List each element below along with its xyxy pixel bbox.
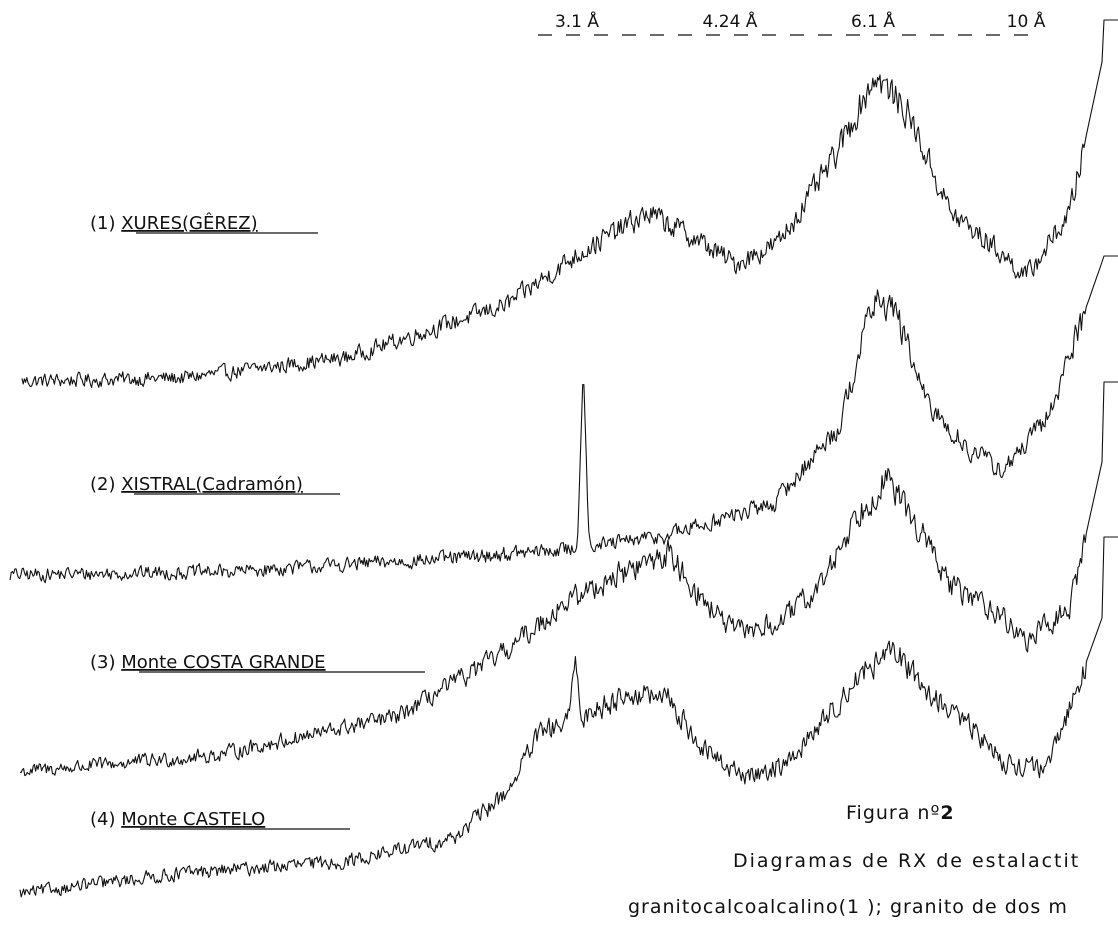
sample-label: (3) Monte COSTA GRANDE	[90, 652, 326, 673]
sample-label: (1) XURES(GÊREZ)	[90, 212, 258, 234]
marker-label: 3.1 Å	[555, 10, 599, 32]
d-spacing-markers: 3.1 Å 4.24 Å 6.1 Å 10 Å	[538, 10, 1046, 36]
sample-labels: (1) XURES(GÊREZ) (2) XISTRAL(Cadramón) (3)…	[90, 212, 425, 830]
xrd-trace	[9, 255, 1118, 584]
xrd-traces	[9, 19, 1118, 898]
xrd-trace	[21, 19, 1118, 388]
marker-label: 4.24 Å	[703, 10, 758, 32]
marker-label: 6.1 Å	[851, 10, 895, 32]
sample-label: (2) XISTRAL(Cadramón)	[90, 474, 303, 495]
sample-label: (4) Monte CASTELO	[90, 809, 265, 830]
xrd-trace	[19, 536, 1118, 898]
marker-label: 10 Å	[1007, 10, 1046, 32]
xrd-trace	[19, 381, 1118, 777]
